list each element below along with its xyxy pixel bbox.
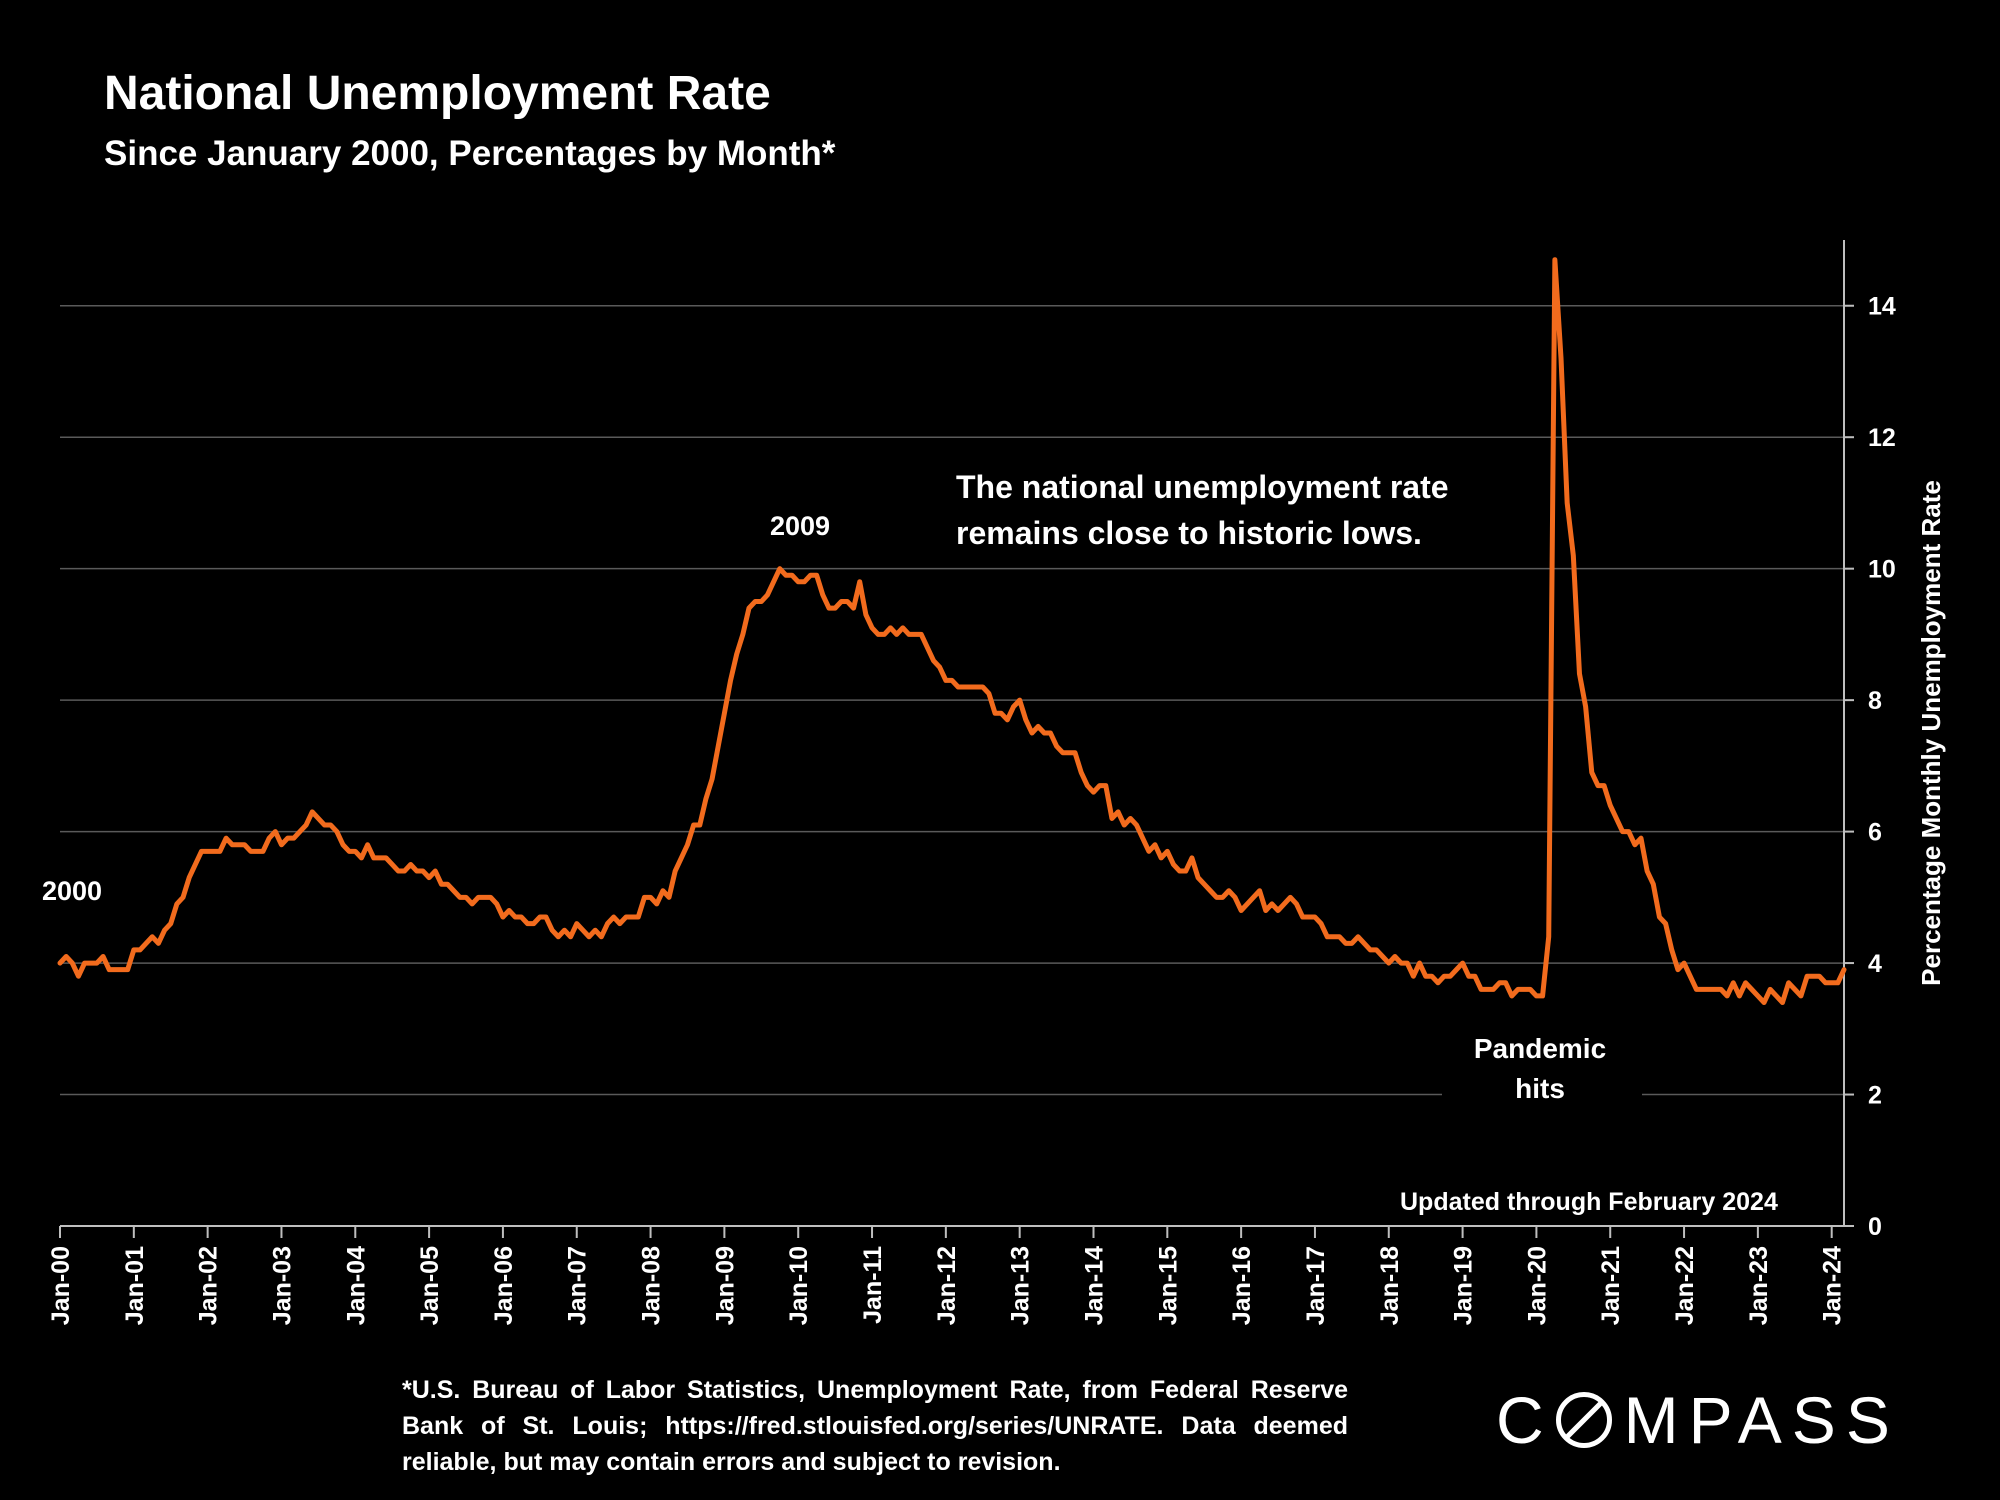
x-tick-label-1: Jan-01 (121, 1246, 149, 1325)
annotation-note-line2: remains close to historic lows. (956, 515, 1422, 551)
logo-text-suffix: MPASS (1623, 1383, 1900, 1457)
y-tick-label-0: 0 (1868, 1213, 1882, 1241)
x-tick-label-19: Jan-19 (1450, 1246, 1478, 1325)
x-tick-label-8: Jan-08 (638, 1246, 666, 1325)
x-tick-label-10: Jan-10 (785, 1246, 813, 1325)
x-tick-label-22: Jan-22 (1671, 1246, 1699, 1325)
compass-logo: C MPASS (1496, 1380, 1900, 1460)
x-tick-label-13: Jan-13 (1007, 1246, 1035, 1325)
annotation-updated: Updated through February 2024 (1400, 1188, 1778, 1216)
x-tick-label-17: Jan-17 (1302, 1246, 1330, 1325)
annotation-start: 2000 (42, 876, 102, 906)
y-tick-label-6: 6 (1868, 819, 1882, 847)
x-tick-label-12: Jan-12 (933, 1246, 961, 1325)
x-tick-label-9: Jan-09 (711, 1246, 739, 1325)
logo-text-prefix: C (1496, 1383, 1554, 1457)
x-tick-label-0: Jan-00 (47, 1246, 75, 1325)
x-tick-label-23: Jan-23 (1745, 1246, 1773, 1325)
annotation-pandemic-line2: hits (1515, 1073, 1565, 1104)
x-tick-label-15: Jan-15 (1154, 1246, 1182, 1325)
chart-title: National Unemployment Rate (104, 67, 771, 120)
annotation-peak2009: 2009 (770, 511, 830, 541)
x-tick-label-18: Jan-18 (1376, 1246, 1404, 1325)
x-tick-label-6: Jan-06 (490, 1246, 518, 1325)
y-tick-label-2: 2 (1868, 1082, 1882, 1110)
compass-o-icon (1555, 1392, 1612, 1448)
annotation-note-line1: The national unemployment rate (956, 469, 1449, 505)
source-footnote: *U.S. Bureau of Labor Statistics, Unempl… (402, 1376, 1348, 1476)
x-tick-label-5: Jan-05 (416, 1246, 444, 1325)
x-tick-label-4: Jan-04 (342, 1246, 370, 1325)
annotation-pandemic-line1: Pandemic (1474, 1033, 1606, 1064)
x-tick-label-3: Jan-03 (268, 1246, 296, 1325)
y-tick-label-8: 8 (1868, 687, 1882, 715)
x-tick-label-2: Jan-02 (195, 1246, 223, 1325)
y-axis-title: Percentage Monthly Unemployment Rate (1916, 480, 1946, 986)
x-tick-label-7: Jan-07 (564, 1246, 592, 1325)
y-tick-label-14: 14 (1868, 293, 1896, 321)
x-tick-label-16: Jan-16 (1228, 1246, 1256, 1325)
series-line-unemployment-rate (57, 257, 1847, 1006)
x-tick-label-14: Jan-14 (1080, 1246, 1108, 1325)
y-tick-label-12: 12 (1868, 424, 1896, 452)
y-tick-label-10: 10 (1868, 556, 1896, 584)
gridline-gap (1442, 1090, 1642, 1099)
x-tick-label-11: Jan-11 (859, 1246, 887, 1324)
y-tick-label-4: 4 (1868, 950, 1882, 978)
x-tick-label-24: Jan-24 (1819, 1246, 1847, 1325)
x-tick-label-20: Jan-20 (1523, 1246, 1551, 1325)
chart-subtitle: Since January 2000, Percentages by Month… (104, 134, 836, 173)
x-tick-label-21: Jan-21 (1597, 1246, 1625, 1325)
